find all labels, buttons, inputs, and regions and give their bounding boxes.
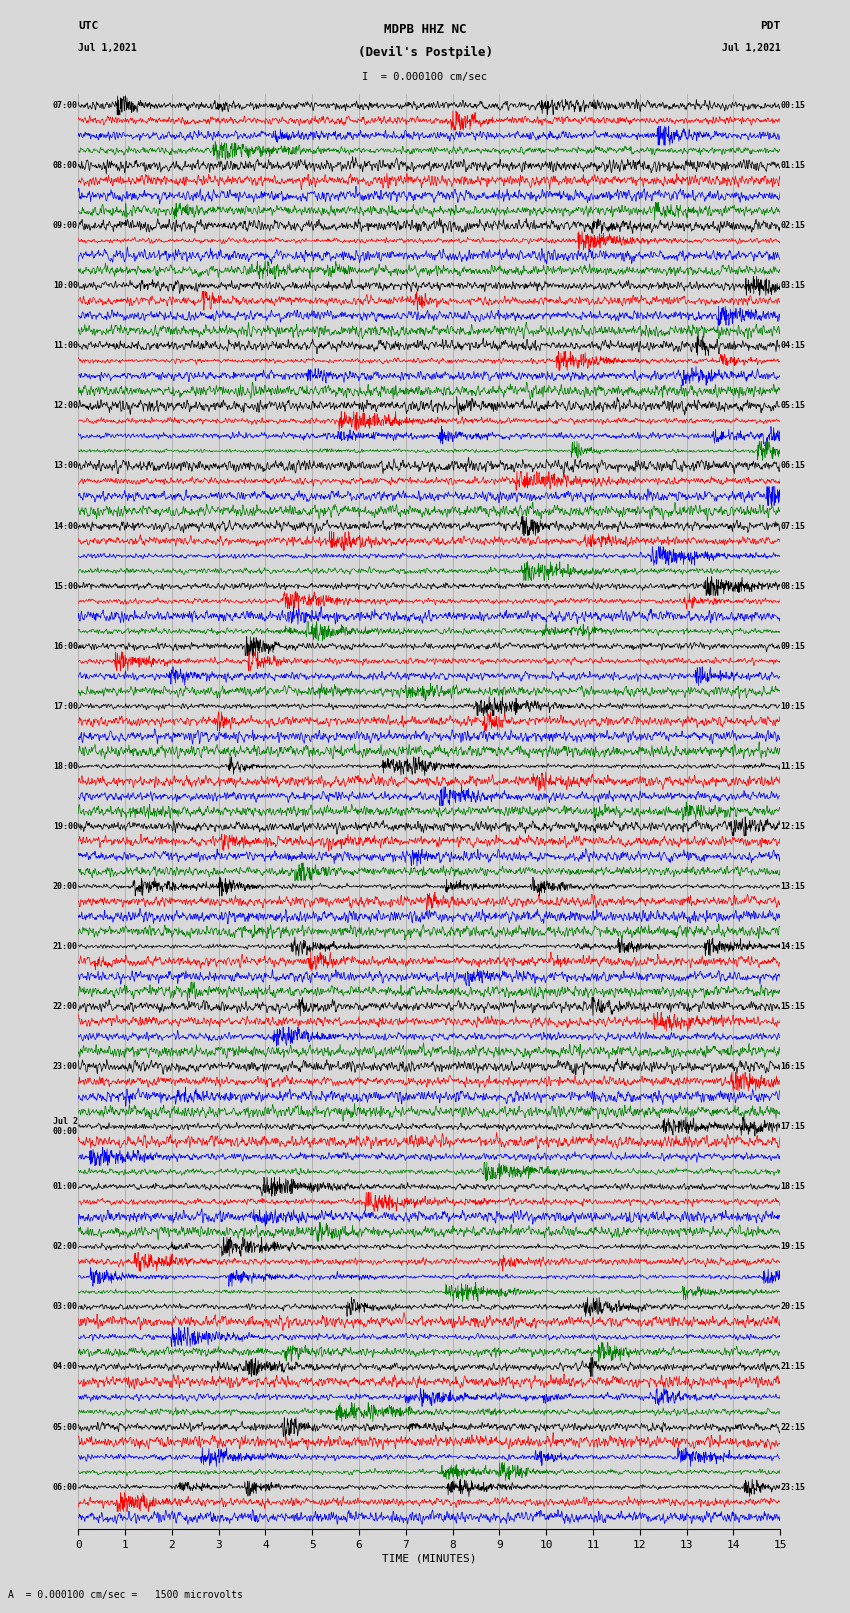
Text: PDT: PDT — [760, 21, 780, 31]
Text: I  = 0.000100 cm/sec: I = 0.000100 cm/sec — [362, 71, 488, 82]
Text: Jul 2
00:00: Jul 2 00:00 — [53, 1116, 78, 1137]
Text: 18:00: 18:00 — [53, 761, 78, 771]
Text: 23:00: 23:00 — [53, 1061, 78, 1071]
Text: 12:00: 12:00 — [53, 402, 78, 410]
Text: 07:15: 07:15 — [780, 521, 806, 531]
Text: 21:00: 21:00 — [53, 942, 78, 952]
Text: 10:00: 10:00 — [53, 281, 78, 290]
Text: 17:15: 17:15 — [780, 1123, 806, 1131]
Text: 18:15: 18:15 — [780, 1182, 806, 1192]
Text: 08:15: 08:15 — [780, 582, 806, 590]
Text: 23:15: 23:15 — [780, 1482, 806, 1492]
Text: 01:15: 01:15 — [780, 161, 806, 169]
Text: 20:15: 20:15 — [780, 1302, 806, 1311]
Text: 00:15: 00:15 — [780, 102, 806, 110]
Text: 05:15: 05:15 — [780, 402, 806, 410]
Text: 03:15: 03:15 — [780, 281, 806, 290]
Text: Jul 1,2021: Jul 1,2021 — [722, 44, 780, 53]
Text: Jul 1,2021: Jul 1,2021 — [78, 44, 137, 53]
Text: 03:00: 03:00 — [53, 1302, 78, 1311]
Text: 05:00: 05:00 — [53, 1423, 78, 1431]
Text: 10:15: 10:15 — [780, 702, 806, 711]
Text: 13:15: 13:15 — [780, 882, 806, 890]
Text: 09:00: 09:00 — [53, 221, 78, 231]
Text: 11:15: 11:15 — [780, 761, 806, 771]
X-axis label: TIME (MINUTES): TIME (MINUTES) — [382, 1553, 477, 1563]
Text: 16:00: 16:00 — [53, 642, 78, 650]
Text: 15:00: 15:00 — [53, 582, 78, 590]
Text: 04:00: 04:00 — [53, 1363, 78, 1371]
Text: 19:00: 19:00 — [53, 823, 78, 831]
Text: 08:00: 08:00 — [53, 161, 78, 169]
Text: 13:00: 13:00 — [53, 461, 78, 471]
Text: 22:00: 22:00 — [53, 1002, 78, 1011]
Text: 20:00: 20:00 — [53, 882, 78, 890]
Text: 21:15: 21:15 — [780, 1363, 806, 1371]
Text: 22:15: 22:15 — [780, 1423, 806, 1431]
Text: 11:00: 11:00 — [53, 342, 78, 350]
Text: 14:15: 14:15 — [780, 942, 806, 952]
Text: 12:15: 12:15 — [780, 823, 806, 831]
Text: 06:00: 06:00 — [53, 1482, 78, 1492]
Text: UTC: UTC — [78, 21, 99, 31]
Text: 09:15: 09:15 — [780, 642, 806, 650]
Text: 02:15: 02:15 — [780, 221, 806, 231]
Text: 16:15: 16:15 — [780, 1061, 806, 1071]
Text: 17:00: 17:00 — [53, 702, 78, 711]
Text: (Devil's Postpile): (Devil's Postpile) — [358, 45, 492, 60]
Text: 14:00: 14:00 — [53, 521, 78, 531]
Text: 15:15: 15:15 — [780, 1002, 806, 1011]
Text: 07:00: 07:00 — [53, 102, 78, 110]
Text: 02:00: 02:00 — [53, 1242, 78, 1252]
Text: 19:15: 19:15 — [780, 1242, 806, 1252]
Text: MDPB HHZ NC: MDPB HHZ NC — [383, 24, 467, 37]
Text: 01:00: 01:00 — [53, 1182, 78, 1192]
Text: A  = 0.000100 cm/sec =   1500 microvolts: A = 0.000100 cm/sec = 1500 microvolts — [8, 1590, 243, 1600]
Text: 04:15: 04:15 — [780, 342, 806, 350]
Text: 06:15: 06:15 — [780, 461, 806, 471]
